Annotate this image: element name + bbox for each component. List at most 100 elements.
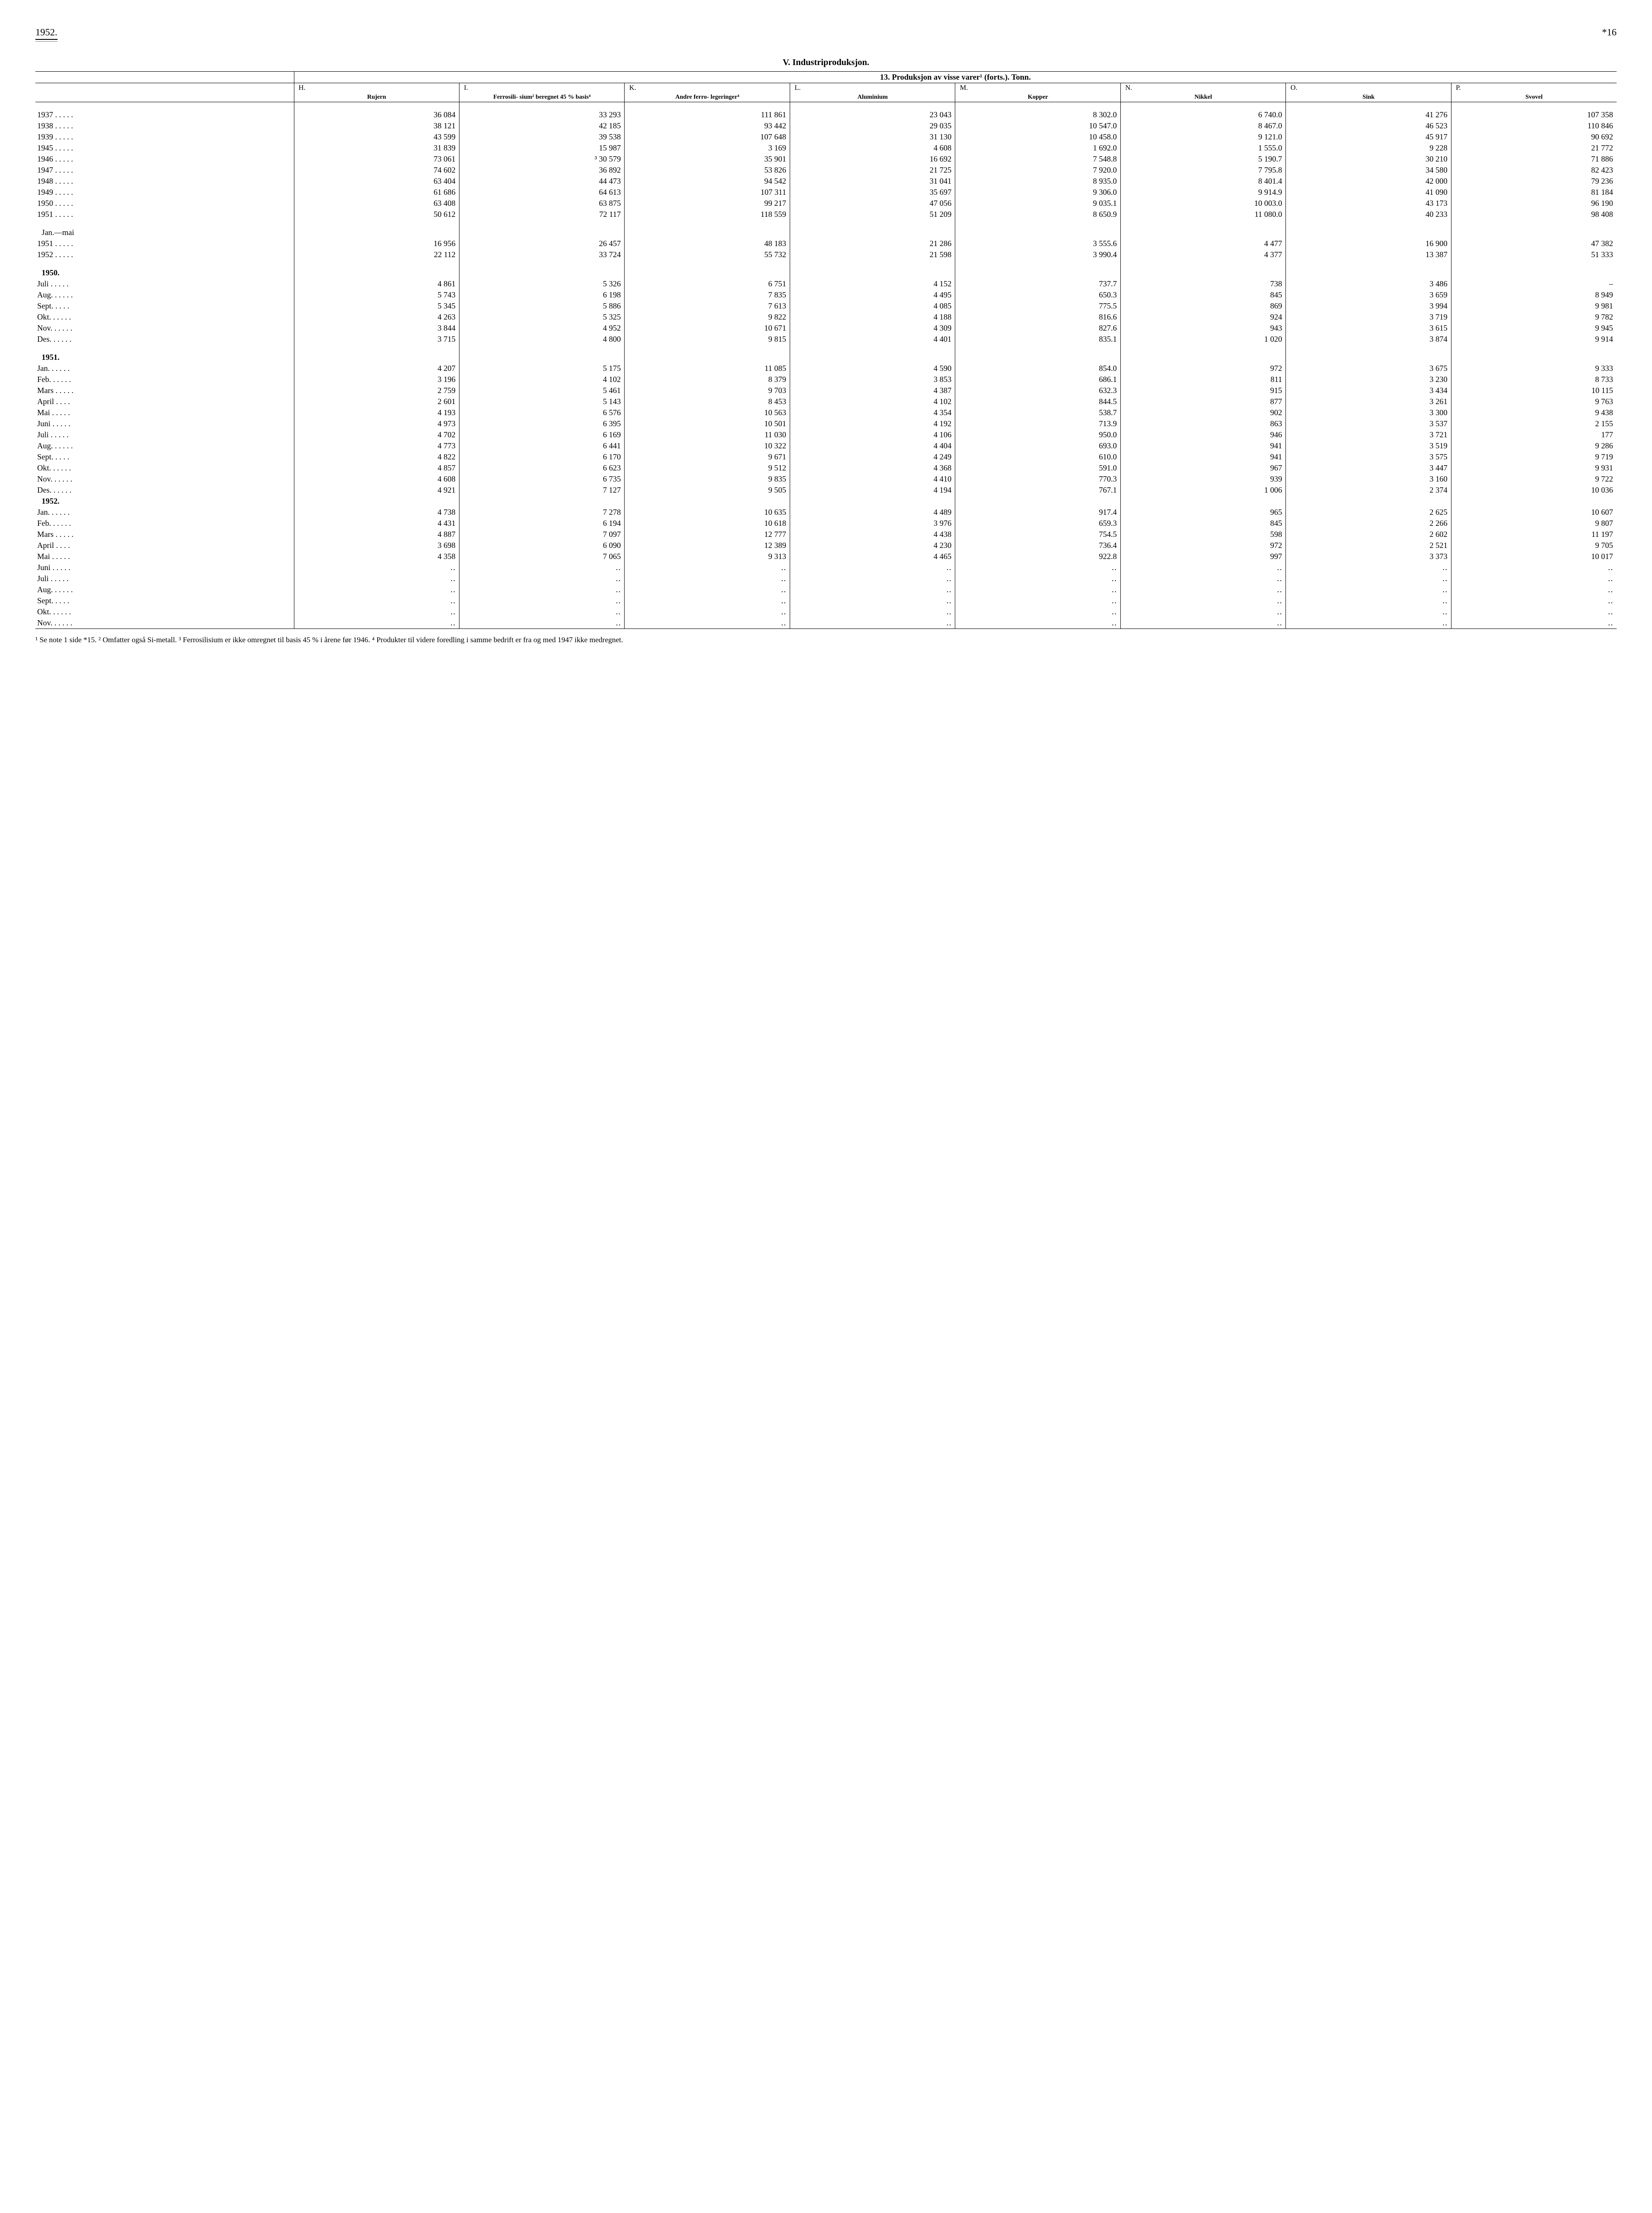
cell-value: 6 170	[459, 451, 625, 463]
cell-value: 11 197	[1451, 529, 1617, 540]
cell-value: ‥	[625, 617, 790, 629]
cell-value: 4 368	[790, 463, 955, 474]
cell-value: 3 261	[1286, 396, 1451, 407]
cell-value: 972	[1120, 540, 1285, 551]
cell-value: 5 326	[459, 278, 625, 289]
cell-value: ‥	[1286, 562, 1451, 573]
cell-value: 2 521	[1286, 540, 1451, 551]
cell-value: 5 143	[459, 396, 625, 407]
row-label: Aug. . . . . .	[35, 289, 294, 301]
cell-value: 4 438	[790, 529, 955, 540]
cell-value: 7 065	[459, 551, 625, 562]
cell-value: 3 698	[294, 540, 459, 551]
cell-value: 1 020	[1120, 334, 1285, 345]
cell-value: 869	[1120, 301, 1285, 312]
cell-value: 659.3	[955, 518, 1120, 529]
cell-value: 4 230	[790, 540, 955, 551]
row-label: 1952 . . . . .	[35, 249, 294, 260]
row-label: Des. . . . . .	[35, 334, 294, 345]
cell-value: 4 921	[294, 485, 459, 496]
cell-value: 35 901	[625, 154, 790, 165]
cell-value: ‥	[790, 606, 955, 617]
cell-value: ‥	[459, 617, 625, 629]
cell-value: 610.0	[955, 451, 1120, 463]
cell-value: 4 410	[790, 474, 955, 485]
cell-value: 44 473	[459, 176, 625, 187]
cell-value: 6 735	[459, 474, 625, 485]
cell-value: 33 293	[459, 109, 625, 120]
cell-value: 941	[1120, 440, 1285, 451]
cell-value: 6 194	[459, 518, 625, 529]
cell-value: 4 263	[294, 312, 459, 323]
cell-value: 6 623	[459, 463, 625, 474]
cell-value: 3 230	[1286, 374, 1451, 385]
cell-value: 11 085	[625, 363, 790, 374]
cell-value: 844.5	[955, 396, 1120, 407]
table-row: 1952 . . . . . 22 11233 72455 73221 5983…	[35, 249, 1617, 260]
column-header: M.Kopper	[955, 83, 1120, 102]
cell-value: 110 846	[1451, 120, 1617, 131]
cell-value: 4 857	[294, 463, 459, 474]
cell-value: 15 987	[459, 143, 625, 154]
cell-value: 4 309	[790, 323, 955, 334]
cell-value: 754.5	[955, 529, 1120, 540]
cell-value: 1 692.0	[955, 143, 1120, 154]
cell-value: 2 625	[1286, 507, 1451, 518]
cell-value: 6 740.0	[1120, 109, 1285, 120]
column-header: L.Aluminium	[790, 83, 955, 102]
cell-value: 8 453	[625, 396, 790, 407]
cell-value: 4 773	[294, 440, 459, 451]
row-label: April . . . .	[35, 540, 294, 551]
table-row: Sept. . . . . 4 8226 1709 6714 249610.09…	[35, 451, 1617, 463]
cell-value: 4 207	[294, 363, 459, 374]
production-table: 13. Produksjon av visse varer¹ (forts.).…	[35, 72, 1617, 629]
table-row: April . . . . 2 6015 1438 4534 102844.58…	[35, 396, 1617, 407]
cell-value: 81 184	[1451, 187, 1617, 198]
cell-value: 863	[1120, 418, 1285, 429]
cell-value: 632.3	[955, 385, 1120, 396]
row-label: 1938 . . . . .	[35, 120, 294, 131]
cell-value: 854.0	[955, 363, 1120, 374]
cell-value: 738	[1120, 278, 1285, 289]
cell-value: ‥	[955, 606, 1120, 617]
cell-value: 9 512	[625, 463, 790, 474]
table-row: Aug. . . . . . 4 7736 44110 3224 404693.…	[35, 440, 1617, 451]
table-row: 1950 . . . . . 63 40863 87599 21747 0569…	[35, 198, 1617, 209]
cell-value: 3 519	[1286, 440, 1451, 451]
cell-value: 9 333	[1451, 363, 1617, 374]
cell-value: 4 431	[294, 518, 459, 529]
cell-value: 9 719	[1451, 451, 1617, 463]
cell-value: ‥	[294, 617, 459, 629]
cell-value: 767.1	[955, 485, 1120, 496]
cell-value: 7 097	[459, 529, 625, 540]
cell-value: 10 501	[625, 418, 790, 429]
table-row: Aug. . . . . . 5 7436 1987 8354 495650.3…	[35, 289, 1617, 301]
cell-value: 43 599	[294, 131, 459, 143]
cell-value: 47 382	[1451, 238, 1617, 249]
cell-value: 4 194	[790, 485, 955, 496]
cell-value: 10 003.0	[1120, 198, 1285, 209]
cell-value: 4 465	[790, 551, 955, 562]
cell-value: 835.1	[955, 334, 1120, 345]
cell-value: 3 537	[1286, 418, 1451, 429]
cell-value: 39 538	[459, 131, 625, 143]
cell-value: 10 618	[625, 518, 790, 529]
column-header: K.Andre ferro- legeringer⁴	[625, 83, 790, 102]
cell-value: 4 861	[294, 278, 459, 289]
cell-value: 3 874	[1286, 334, 1451, 345]
cell-value: 4 354	[790, 407, 955, 418]
cell-value: 5 461	[459, 385, 625, 396]
cell-value: 770.3	[955, 474, 1120, 485]
cell-value: 4 973	[294, 418, 459, 429]
page-year: 1952.	[35, 27, 58, 40]
cell-value: 4 358	[294, 551, 459, 562]
cell-value: 9 306.0	[955, 187, 1120, 198]
cell-value: 3 434	[1286, 385, 1451, 396]
cell-value: 2 266	[1286, 518, 1451, 529]
cell-value: 40 233	[1286, 209, 1451, 220]
cell-value: 9 835	[625, 474, 790, 485]
cell-value: 4 495	[790, 289, 955, 301]
row-label: Mai . . . . .	[35, 407, 294, 418]
cell-value: 3 844	[294, 323, 459, 334]
cell-value: 4 590	[790, 363, 955, 374]
